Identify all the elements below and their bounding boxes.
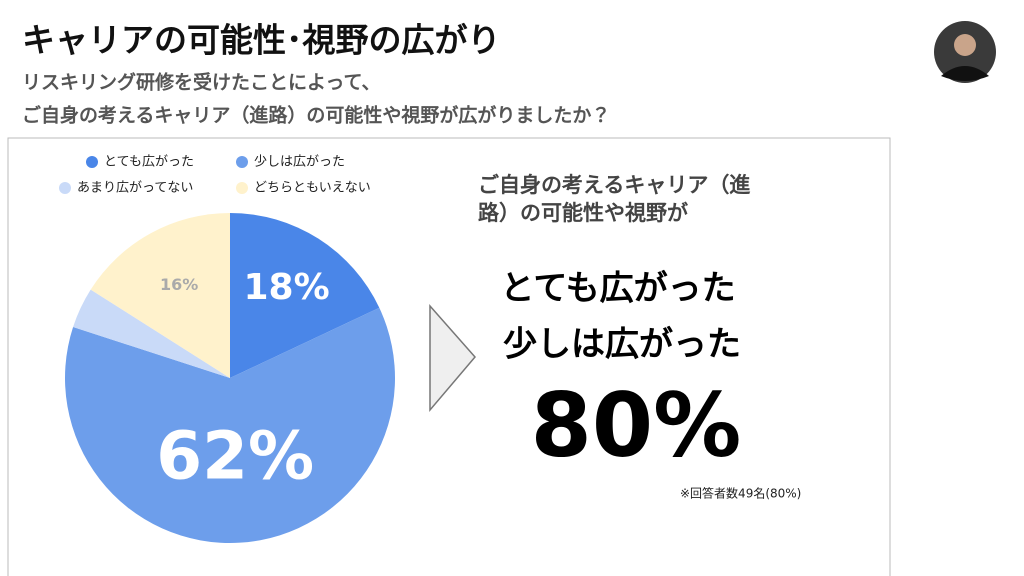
callout-emphasis: とても広がった (500, 269, 735, 309)
subtitle: リスキリング研修を受けたことによって、 (22, 71, 381, 94)
arrow (429, 304, 476, 413)
legend-label: とても広がった (104, 155, 194, 170)
callout-emphasis: 少しは広がった (503, 325, 741, 365)
pie-slice (90, 213, 231, 378)
callout-heading: 路）の可能性や視野が (478, 201, 688, 225)
legend-swatch (86, 156, 98, 168)
pie-slice (73, 289, 230, 378)
legend-swatch (59, 182, 71, 194)
subtitle: ご自身の考えるキャリア（進路）の可能性や視野が広がりましたか？ (22, 104, 610, 127)
title: キャリアの可能性･視野の広がり (22, 21, 501, 60)
legend-label: どちらともいえない (254, 181, 371, 196)
avatar (934, 21, 996, 83)
callout-note: ※回答者数49名(80%) (680, 486, 801, 501)
data-label: 62% (156, 417, 314, 494)
data-label: 18% (243, 267, 329, 308)
callout-figure: 80% (531, 374, 742, 477)
pie-slice (65, 307, 396, 544)
legend-label: あまり広がってない (77, 181, 193, 196)
legend-label: 少しは広がった (254, 155, 345, 170)
legend-swatch (236, 156, 248, 168)
data-label: 16% (160, 275, 198, 294)
legend-swatch (236, 182, 248, 194)
callout-heading: ご自身の考えるキャリア（進 (478, 173, 750, 197)
pie-slice (230, 213, 380, 378)
